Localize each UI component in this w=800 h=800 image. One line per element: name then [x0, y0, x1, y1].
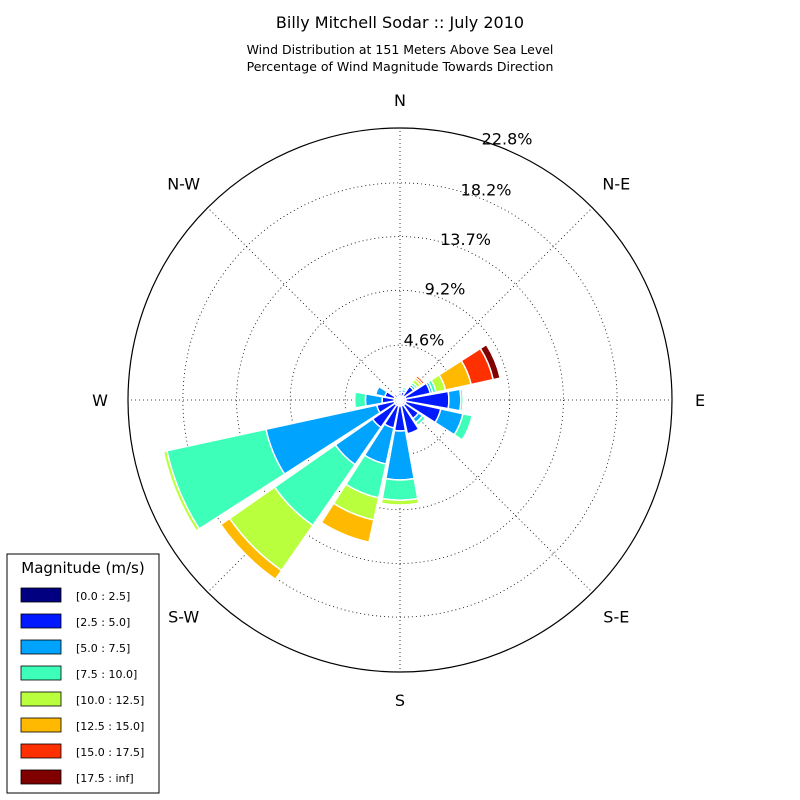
chart-title: Billy Mitchell Sodar :: July 2010	[276, 13, 524, 32]
legend-swatch	[20, 743, 62, 759]
legend-label: [5.0 : 7.5]	[76, 642, 130, 655]
legend-swatch	[20, 691, 62, 707]
wind-bar-segment	[395, 392, 400, 397]
radial-tick-label: 9.2%	[425, 280, 466, 299]
legend-label: [17.5 : inf]	[76, 772, 134, 785]
legend-items: [0.0 : 2.5] [2.5 : 5.0] [5.0 : 7.5] [7.5 : …	[20, 587, 144, 785]
wind-bar-segment	[373, 384, 380, 396]
wind-bar-segment	[162, 449, 201, 532]
direction-label: S	[395, 691, 405, 710]
wind-bar-segment	[380, 497, 420, 506]
legend-swatch	[20, 717, 62, 733]
polar-frame	[127, 127, 673, 673]
grid-spoke	[207, 207, 401, 401]
wind-bar-segment	[414, 414, 427, 427]
radial-tick-label: 18.2%	[461, 180, 512, 199]
legend-label: [7.5 : 10.0]	[76, 668, 137, 681]
legend-title: Magnitude (m/s)	[21, 559, 144, 577]
wind-bar-segment	[353, 391, 367, 409]
legend-swatch	[20, 769, 62, 785]
axis-labels: 4.6% 9.2% 13.7% 18.2% 22.8% N N-E E S-E S S-W W N-W	[92, 91, 705, 710]
legend-label: [15.0 : 17.5]	[76, 746, 144, 759]
wind-bars	[162, 343, 502, 581]
direction-label: S-W	[168, 607, 199, 626]
legend-swatch	[20, 613, 62, 629]
radial-tick-label: 4.6%	[404, 330, 445, 349]
radial-tick-label: 22.8%	[482, 130, 533, 149]
wind-bar-segment	[219, 517, 283, 581]
wind-bar-segment	[461, 414, 475, 442]
grid-circle	[289, 289, 511, 511]
wind-bar-segment	[479, 343, 502, 381]
legend-label: [0.0 : 2.5]	[76, 590, 130, 603]
legend-swatch	[20, 639, 62, 655]
wind-bar-segment	[447, 388, 462, 412]
chart-subtitle-line1: Wind Distribution at 151 Meters Above Se…	[247, 42, 554, 57]
legend: Magnitude (m/s) [0.0 : 2.5] [2.5 : 5.0] [5…	[6, 553, 160, 794]
legend-label: [10.0 : 12.5]	[76, 694, 144, 707]
direction-label: E	[695, 391, 705, 410]
grid-spoke	[399, 399, 593, 593]
legend-swatch	[20, 587, 62, 603]
outer-circle	[127, 127, 673, 673]
wind-bar-segment	[415, 373, 427, 385]
direction-label: N	[394, 91, 406, 110]
direction-label: S-E	[603, 607, 629, 626]
wind-bar-segment	[461, 387, 466, 413]
legend-label: [2.5 : 5.0]	[76, 616, 130, 629]
radial-tick-label: 13.7%	[440, 230, 491, 249]
grid-circle	[182, 182, 618, 618]
grid-circle	[236, 236, 564, 564]
wind-bar-segment	[381, 477, 419, 501]
wind-bar-segment	[406, 429, 422, 438]
direction-label: W	[92, 391, 108, 410]
direction-label: N-W	[167, 175, 200, 194]
wind-bar-segment	[320, 502, 375, 544]
direction-label: N-E	[602, 175, 630, 194]
legend-label: [12.5 : 15.0]	[76, 720, 144, 733]
chart-subtitle-line2: Percentage of Wind Magnitude Towards Dir…	[247, 59, 554, 74]
legend-swatch	[20, 665, 62, 681]
grid-spoke	[399, 207, 593, 401]
